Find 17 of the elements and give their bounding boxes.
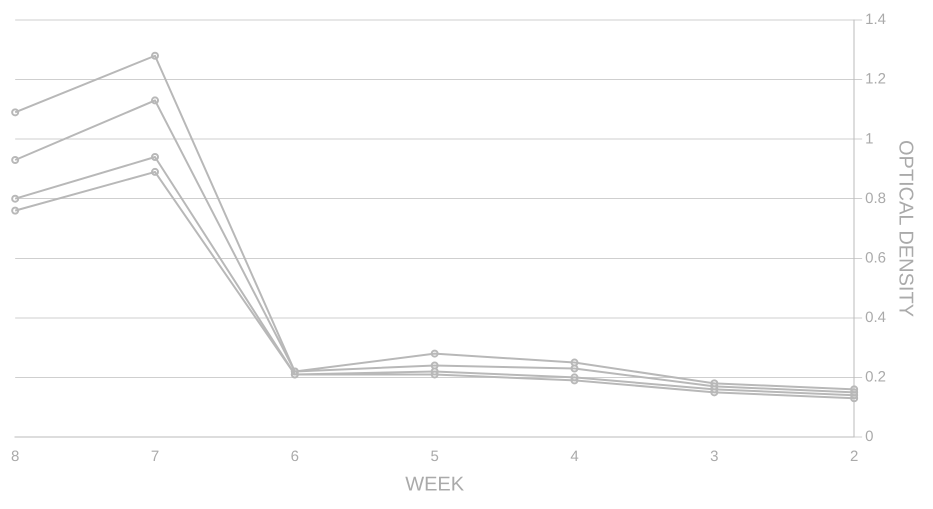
y-tick-label: 1.4 [865,11,886,28]
y-tick-label: 0.2 [865,368,886,386]
x-tick-label: 5 [430,448,439,466]
y-tick-label: 0 [865,428,874,446]
y-tick-label: 0.6 [865,249,886,266]
y-axis-title: OPTICAL DENSITY [894,140,916,318]
x-tick-label: 8 [11,448,20,466]
y-tick-label: 1.2 [865,70,886,88]
x-tick-label: 3 [710,448,718,466]
x-axis-title: WEEK [405,474,465,496]
y-tick-label: 0.4 [865,309,886,326]
y-tick-label: 0.8 [865,190,886,207]
x-tick-label: 4 [570,448,579,466]
x-tick-label: 7 [150,448,160,466]
x-tick-label: 2 [850,448,858,466]
x-tick-label: 6 [290,448,299,466]
y-tick-label: 1 [865,130,874,148]
